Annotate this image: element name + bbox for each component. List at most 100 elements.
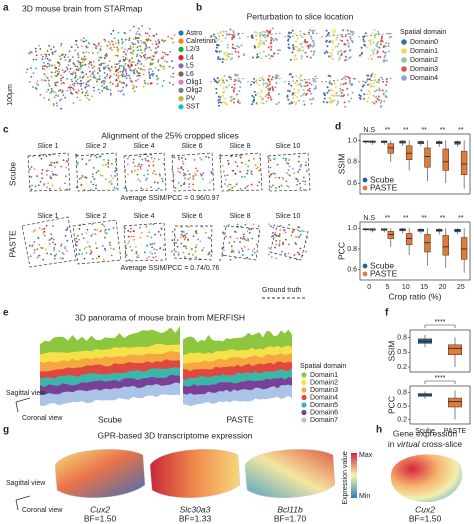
cell-dot [31,245,34,248]
cell-dot [180,226,183,228]
cell-dot [127,242,130,245]
cell-dot [236,73,239,76]
cell-dot [95,187,97,190]
cell-dot [333,82,336,85]
cell-dot [95,47,98,50]
cell-dot [83,64,86,66]
cell-dot [382,60,385,63]
cell-dot [236,44,239,47]
legend-label: Domain2 [310,379,338,386]
cell-dot [272,89,275,92]
cell-dot [162,248,165,251]
outline [269,225,309,261]
cell-dot [117,41,120,44]
cell-dot [270,39,273,42]
cell-dot [162,40,165,43]
cell-dot [369,84,372,87]
cell-dot [115,187,117,190]
cell-dot [218,50,221,53]
significance: ** [385,127,391,134]
cell-dot [360,89,363,92]
cell-dot [276,76,279,79]
cell-dot [216,50,219,53]
cell-dot [129,230,132,233]
cell-dot [97,169,100,172]
cell-dot [157,39,160,41]
cell-dot [33,249,36,252]
cell-dot [375,100,378,103]
cell-dot [139,236,142,239]
outline [219,152,263,192]
cell-dot [81,233,83,236]
cell-dot [271,86,274,89]
cell-dot [325,40,328,43]
cell-dot [46,252,49,255]
cell-dot [121,47,123,49]
cell-dot [207,156,210,159]
cell-dot [54,74,57,77]
significance: ** [458,127,464,134]
cell-dot [287,39,290,42]
cell-dot [199,173,202,176]
cell-dot [134,68,137,71]
cell-dot [71,87,74,90]
cell-dot [367,96,370,99]
cell-dot [64,53,67,56]
cell-dot [383,56,386,59]
cell-dot [124,58,127,61]
cell-dot [271,184,274,187]
cell-dot [94,44,97,47]
cell-dot [297,235,300,238]
cell-dot [159,234,162,236]
cell-dot [240,154,243,157]
cell-dot [80,82,83,85]
cell-dot [328,101,331,104]
cell-dot [306,84,309,87]
cell-dot [234,230,237,233]
cell-dot [134,245,137,248]
cell-dot [232,250,235,253]
cell-dot [329,88,332,91]
domain-layer [40,359,180,381]
cell-dot [43,97,46,99]
cell-dot [82,82,85,85]
cell-dot [153,248,156,251]
cell-dot [154,66,157,69]
cell-dot [89,155,92,158]
cell-dot [172,72,175,75]
cell-dot [76,163,79,166]
cell-dot [222,249,225,252]
cell-dot [37,254,40,257]
cell-dot [61,54,64,57]
cell-dot [371,84,374,87]
cell-dot [148,231,150,234]
cell-dot [175,241,178,244]
cell-dot [45,224,48,227]
cell-dot [126,58,129,61]
cell-dot [268,57,271,60]
cell-dot [233,36,236,39]
cell-dot [108,40,110,43]
view-label: Coronal view [22,415,63,422]
cell-dot [64,182,66,185]
cell-dot [358,54,361,57]
cell-dot [105,53,108,55]
cell-dot [287,43,290,46]
cell-dot [247,238,250,240]
cell-dot [132,38,135,41]
cell-dot [265,93,268,96]
cell-dot [78,228,81,230]
cell-dot [55,102,58,105]
cell-dot [225,178,227,181]
cell-dot [248,159,250,162]
cell-dot [38,44,41,47]
cell-dot [96,45,98,47]
cell-dot [52,46,55,48]
cell-dot [106,73,109,76]
cell-dot [113,73,116,75]
cell-dot [183,238,186,241]
cell-dot [255,79,258,82]
cell-dot [176,245,179,248]
cell-dot [298,253,300,256]
